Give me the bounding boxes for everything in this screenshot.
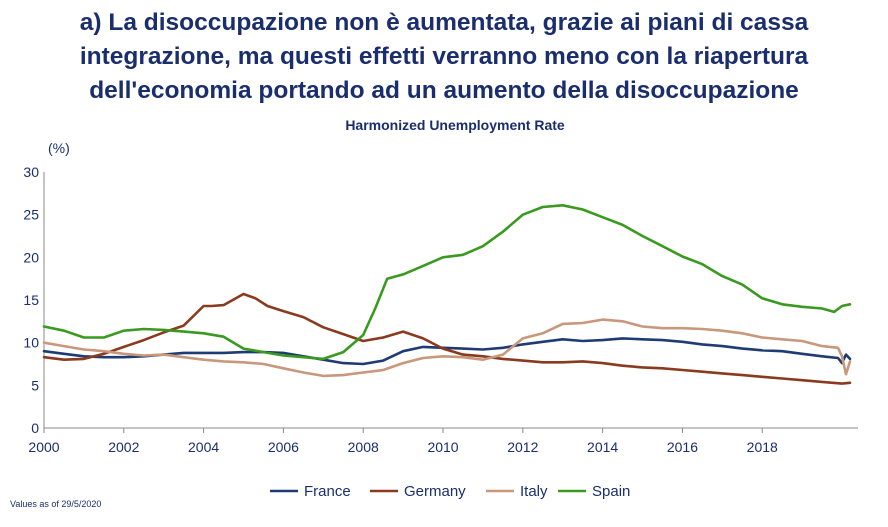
series-lines [44,205,850,383]
series-line-france [44,338,850,364]
data-date-footnote: Values as of 29/5/2020 [10,499,101,509]
line-chart: 0 5 10 15 20 25 30 2000 2002 2004 2006 2008 2010 2012… [0,0,888,527]
series-line-spain [44,205,850,359]
y-tick-label: 15 [23,292,39,308]
y-tick-label: 30 [23,164,39,180]
y-tick-label: 25 [23,207,39,223]
legend-label: Spain [592,483,630,500]
x-tick-label: 2002 [108,439,139,455]
legend-label: Germany [404,483,466,500]
y-tick-label: 0 [31,420,39,436]
x-tick-label: 2014 [587,439,618,455]
x-tick-label: 2004 [188,439,219,455]
chart-axes: 0 5 10 15 20 25 30 2000 2002 2004 2006 2008 2010 2012… [23,164,858,455]
legend-label: France [304,483,351,500]
series-line-germany [44,294,850,384]
y-tick-label: 10 [23,335,39,351]
x-tick-label: 2018 [747,439,778,455]
y-tick-label: 5 [31,377,39,393]
x-tick-label: 2012 [507,439,538,455]
x-tick-label: 2000 [28,439,59,455]
chart-legend: France Germany Italy Spain [270,483,630,500]
x-tick-label: 2008 [348,439,379,455]
x-tick-label: 2016 [667,439,698,455]
x-tick-label: 2010 [427,439,458,455]
x-tick-label: 2006 [268,439,299,455]
legend-label: Italy [520,483,548,500]
y-tick-label: 20 [23,249,39,265]
